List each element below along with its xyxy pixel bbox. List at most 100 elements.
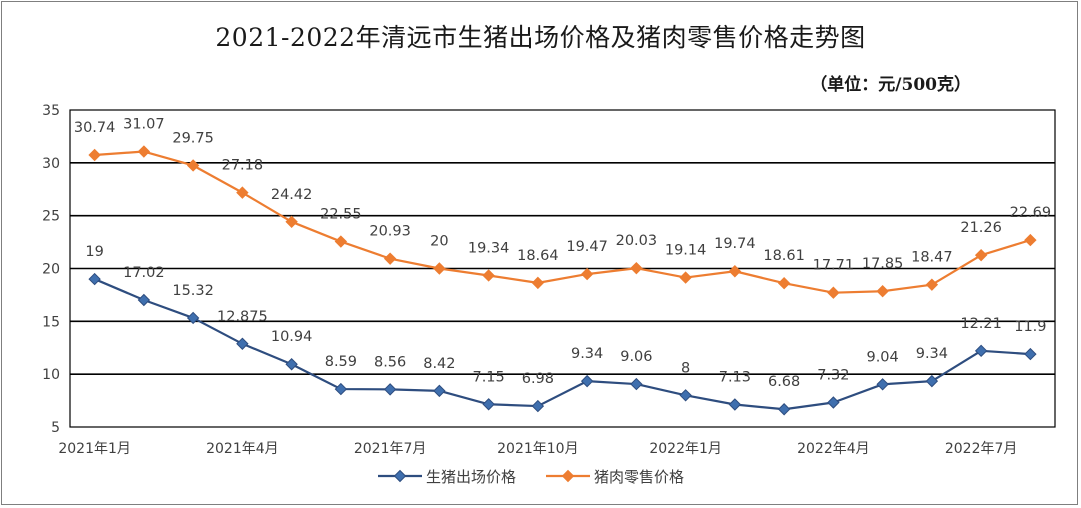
data-label: 27.18 [222,158,264,174]
legend-label-0: 生猪出场价格 [426,468,516,486]
series-line-1 [94,150,1031,294]
x-axis: 2021年1月 2021年4月 2021年7月 2021年10月 2022年1月 2022… [58,441,1017,457]
data-point-marker [876,285,889,298]
data-label: 19.74 [714,236,756,252]
data-point-marker [580,267,594,281]
data-point-marker [827,396,840,409]
y-tick-label: 10 [42,367,60,383]
data-point-marker [88,148,101,162]
data-point-marker [285,215,298,229]
data-point-marker [630,377,643,391]
unit-label: （单位：元/500克） [810,75,971,95]
data-label: 9.06 [620,349,652,365]
series-layer [88,145,1037,416]
data-label: 22.69 [1010,205,1052,221]
data-label: 6.98 [522,371,554,387]
data-label: 17.02 [123,265,165,281]
data-point-marker [777,403,791,416]
x-tick-label: 2021年10月 [497,441,578,457]
y-tick-label: 35 [42,103,60,119]
data-label: 12.21 [960,316,1002,332]
data-point-marker [433,384,446,398]
x-tick-label: 2022年7月 [945,441,1018,457]
data-point-marker [334,382,348,396]
data-point-marker [777,276,791,290]
data-label: 18.47 [911,250,953,266]
data-label: 10.94 [271,329,313,345]
data-point-marker [137,145,151,158]
data-point-marker [974,248,988,262]
data-label: 8.42 [423,356,455,372]
data-point-marker [728,265,742,278]
data-label: 9.34 [571,346,603,362]
legend-marker-1 [561,469,575,483]
data-label: 9.04 [866,349,898,365]
data-label: 20.93 [369,224,411,240]
legend-marker-0 [393,469,407,483]
y-tick-label: 20 [42,262,60,278]
data-label: 20.03 [616,233,658,249]
data-label: 15.32 [172,283,214,299]
data-point-marker [630,261,643,275]
data-label: 17.71 [813,258,855,274]
data-point-marker [1024,347,1037,361]
gridlines [69,109,1056,428]
data-label: 19 [85,244,103,260]
data-point-marker [482,269,495,282]
data-point-marker [531,399,545,413]
data-label: 18.64 [517,248,559,264]
data-point-marker [186,311,200,325]
data-point-marker [1024,233,1037,247]
data-point-marker [531,276,545,290]
data-point-marker [88,272,101,286]
data-point-marker [728,398,742,411]
data-point-marker [679,271,692,284]
data-label: 24.42 [271,187,313,203]
data-label: 19.34 [468,240,510,256]
data-point-marker [186,159,200,172]
data-label: 19.14 [665,243,707,259]
y-tick-label: 25 [42,209,60,225]
data-label: 17.85 [862,256,904,272]
legend: 生猪出场价格 猪肉零售价格 [378,468,684,486]
data-point-marker [482,398,495,411]
data-label: 19.47 [566,239,608,255]
data-label: 9.34 [916,346,948,362]
data-point-marker [285,358,298,371]
y-tick-label: 5 [51,420,60,436]
data-point-marker [827,286,840,299]
data-label: 8.56 [374,354,406,370]
chart-title: 2021-2022年清远市生猪出场价格及猪肉零售价格走势图 [215,23,866,52]
data-point-marker [876,378,889,391]
data-label: 7.15 [472,369,504,385]
data-point-marker [236,337,249,350]
x-tick-label: 2022年4月 [797,441,870,457]
x-tick-label: 2021年1月 [58,441,131,457]
data-point-marker [925,374,939,388]
y-axis: 5 10 15 20 25 30 35 [42,103,60,436]
data-label: 29.75 [172,130,214,146]
data-point-marker [383,252,397,265]
x-tick-label: 2021年4月 [206,441,279,457]
data-point-marker [383,383,397,396]
data-point-marker [137,293,151,307]
data-label: 31.07 [123,117,165,133]
data-point-marker [433,262,446,275]
data-point-marker [580,374,594,388]
data-label: 12.875 [217,309,268,325]
data-label: 8.59 [325,354,357,370]
data-point-marker [925,278,939,291]
data-label: 22.55 [320,207,362,223]
data-label: 30.74 [74,120,116,136]
data-label: 21.26 [960,220,1002,236]
data-label: 20 [430,234,448,250]
y-tick-label: 15 [42,314,60,330]
series-line-0 [94,278,1031,411]
data-label: 8 [681,360,690,376]
data-point-marker [334,235,348,248]
data-label: 7.32 [817,367,849,383]
legend-label-1: 猪肉零售价格 [594,468,684,486]
